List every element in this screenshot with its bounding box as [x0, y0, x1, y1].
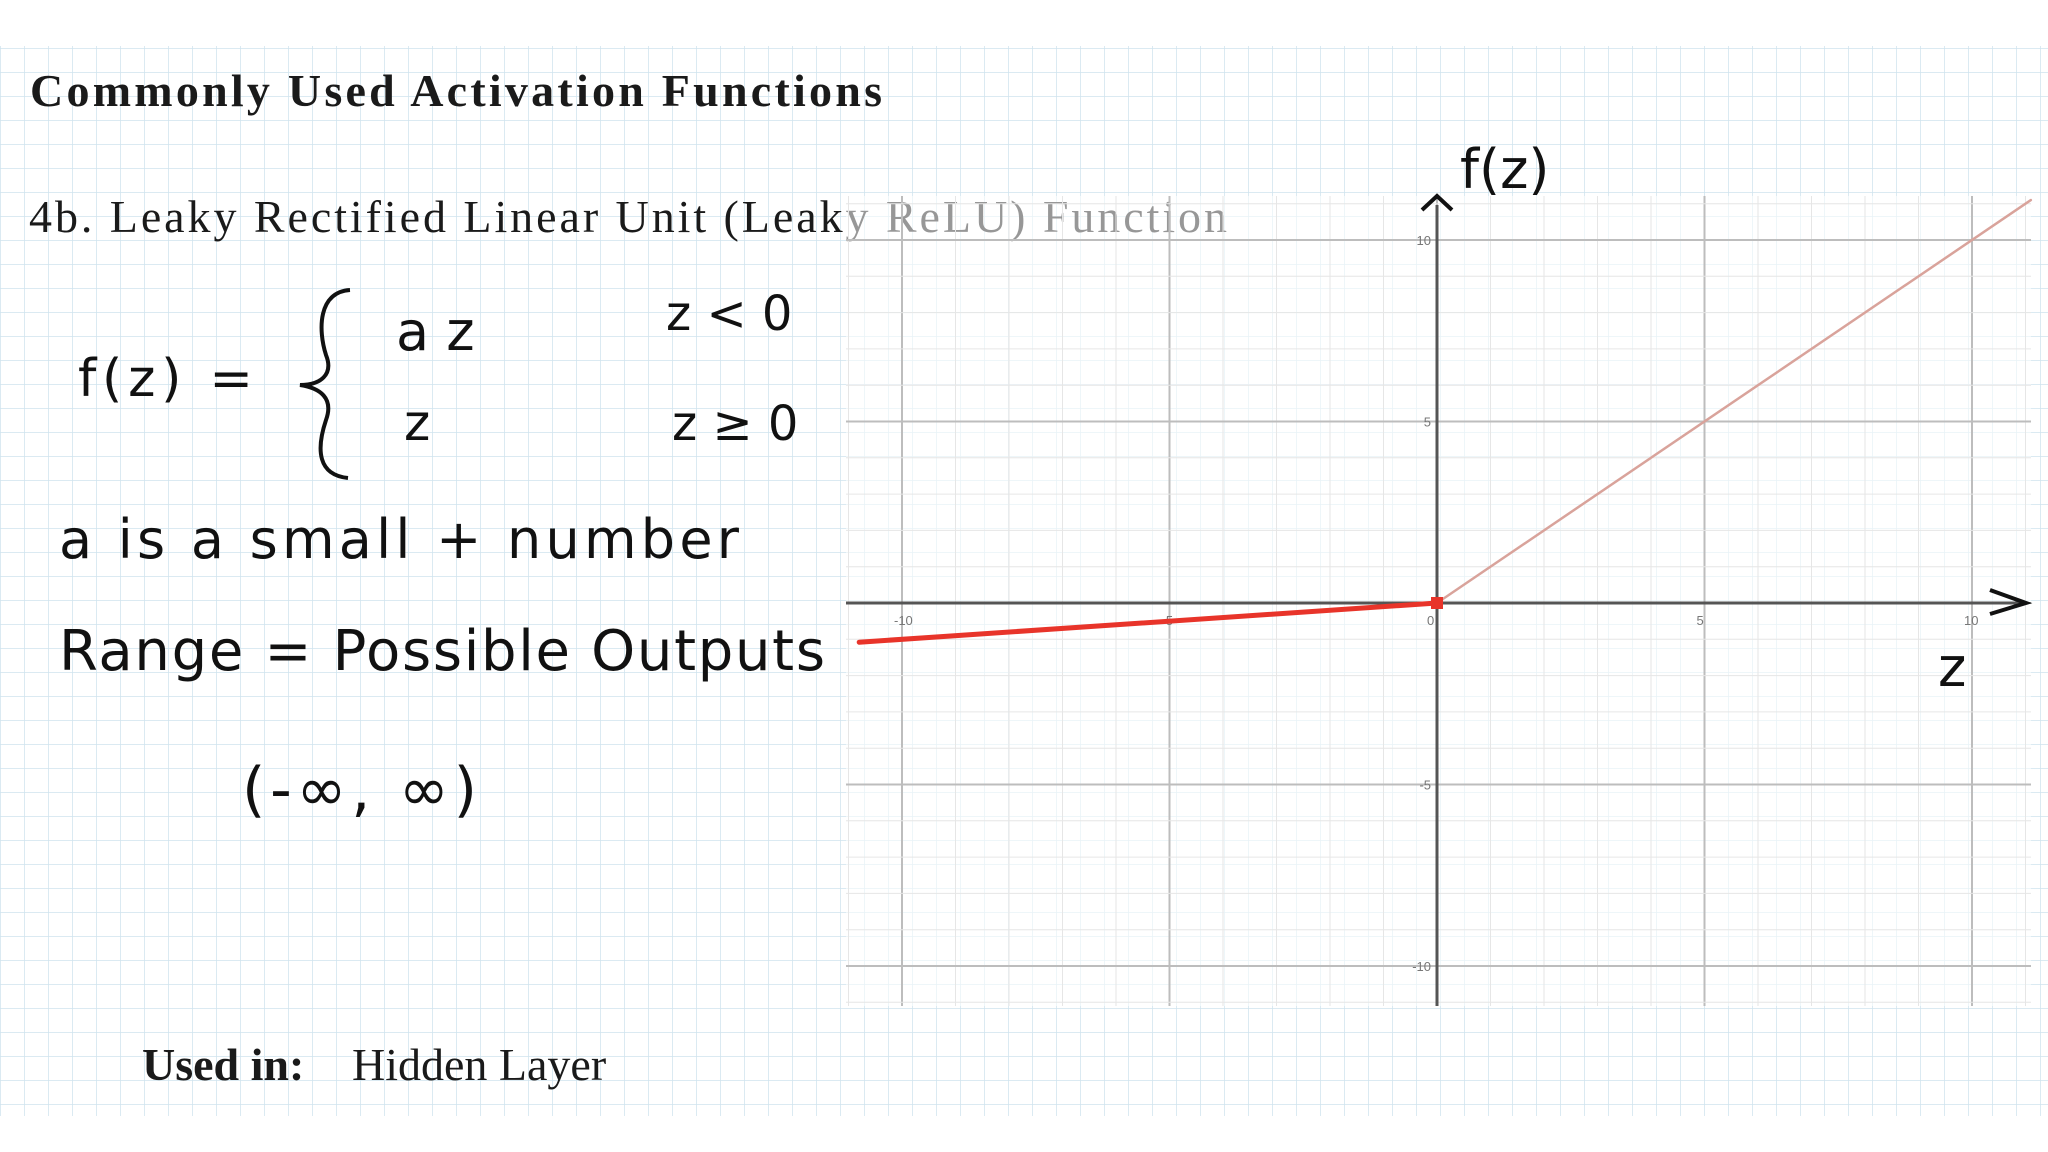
y-axis-arrow-icon — [1420, 193, 1454, 212]
function-lhs: f(z) = — [78, 349, 253, 409]
x-tick-label: -10 — [894, 613, 913, 628]
y-axis-label: f(z) — [1460, 138, 1550, 201]
positive-segment-line — [1435, 198, 2033, 605]
y-tick-label: 5 — [1424, 415, 1431, 430]
origin-point — [1431, 597, 1443, 609]
negative-segment-line — [856, 600, 1440, 645]
plot-grid — [846, 193, 2033, 1006]
y-tick-label: -5 — [1419, 778, 1431, 793]
x-axis-arrow-icon — [1989, 588, 2033, 616]
y-tick-label: 10 — [1417, 233, 1431, 248]
slide-title: Commonly Used Activation Functions — [30, 65, 882, 116]
x-axis-label: z — [1938, 636, 1966, 699]
left-brace — [299, 288, 351, 480]
case1-expression: a z — [396, 300, 475, 363]
x-tick-label: 5 — [1697, 613, 1704, 628]
x-tick-label: 10 — [1964, 613, 1978, 628]
case2-expression: z — [404, 394, 430, 452]
range-definition: Range = Possible Outputs — [59, 619, 825, 684]
plot-series — [856, 198, 2033, 645]
x-tick-label: 0 — [1427, 613, 1434, 628]
case1-condition: z < 0 — [666, 286, 792, 342]
case2-condition: z ≥ 0 — [672, 396, 798, 452]
note-a-small-positive: a is a small + number — [59, 508, 740, 571]
used-in-label: Used in: — [142, 1039, 304, 1090]
y-tick-label: -10 — [1412, 959, 1431, 974]
range-value: (-∞, ∞) — [242, 755, 477, 825]
used-in-value: Hidden Layer — [352, 1039, 606, 1090]
